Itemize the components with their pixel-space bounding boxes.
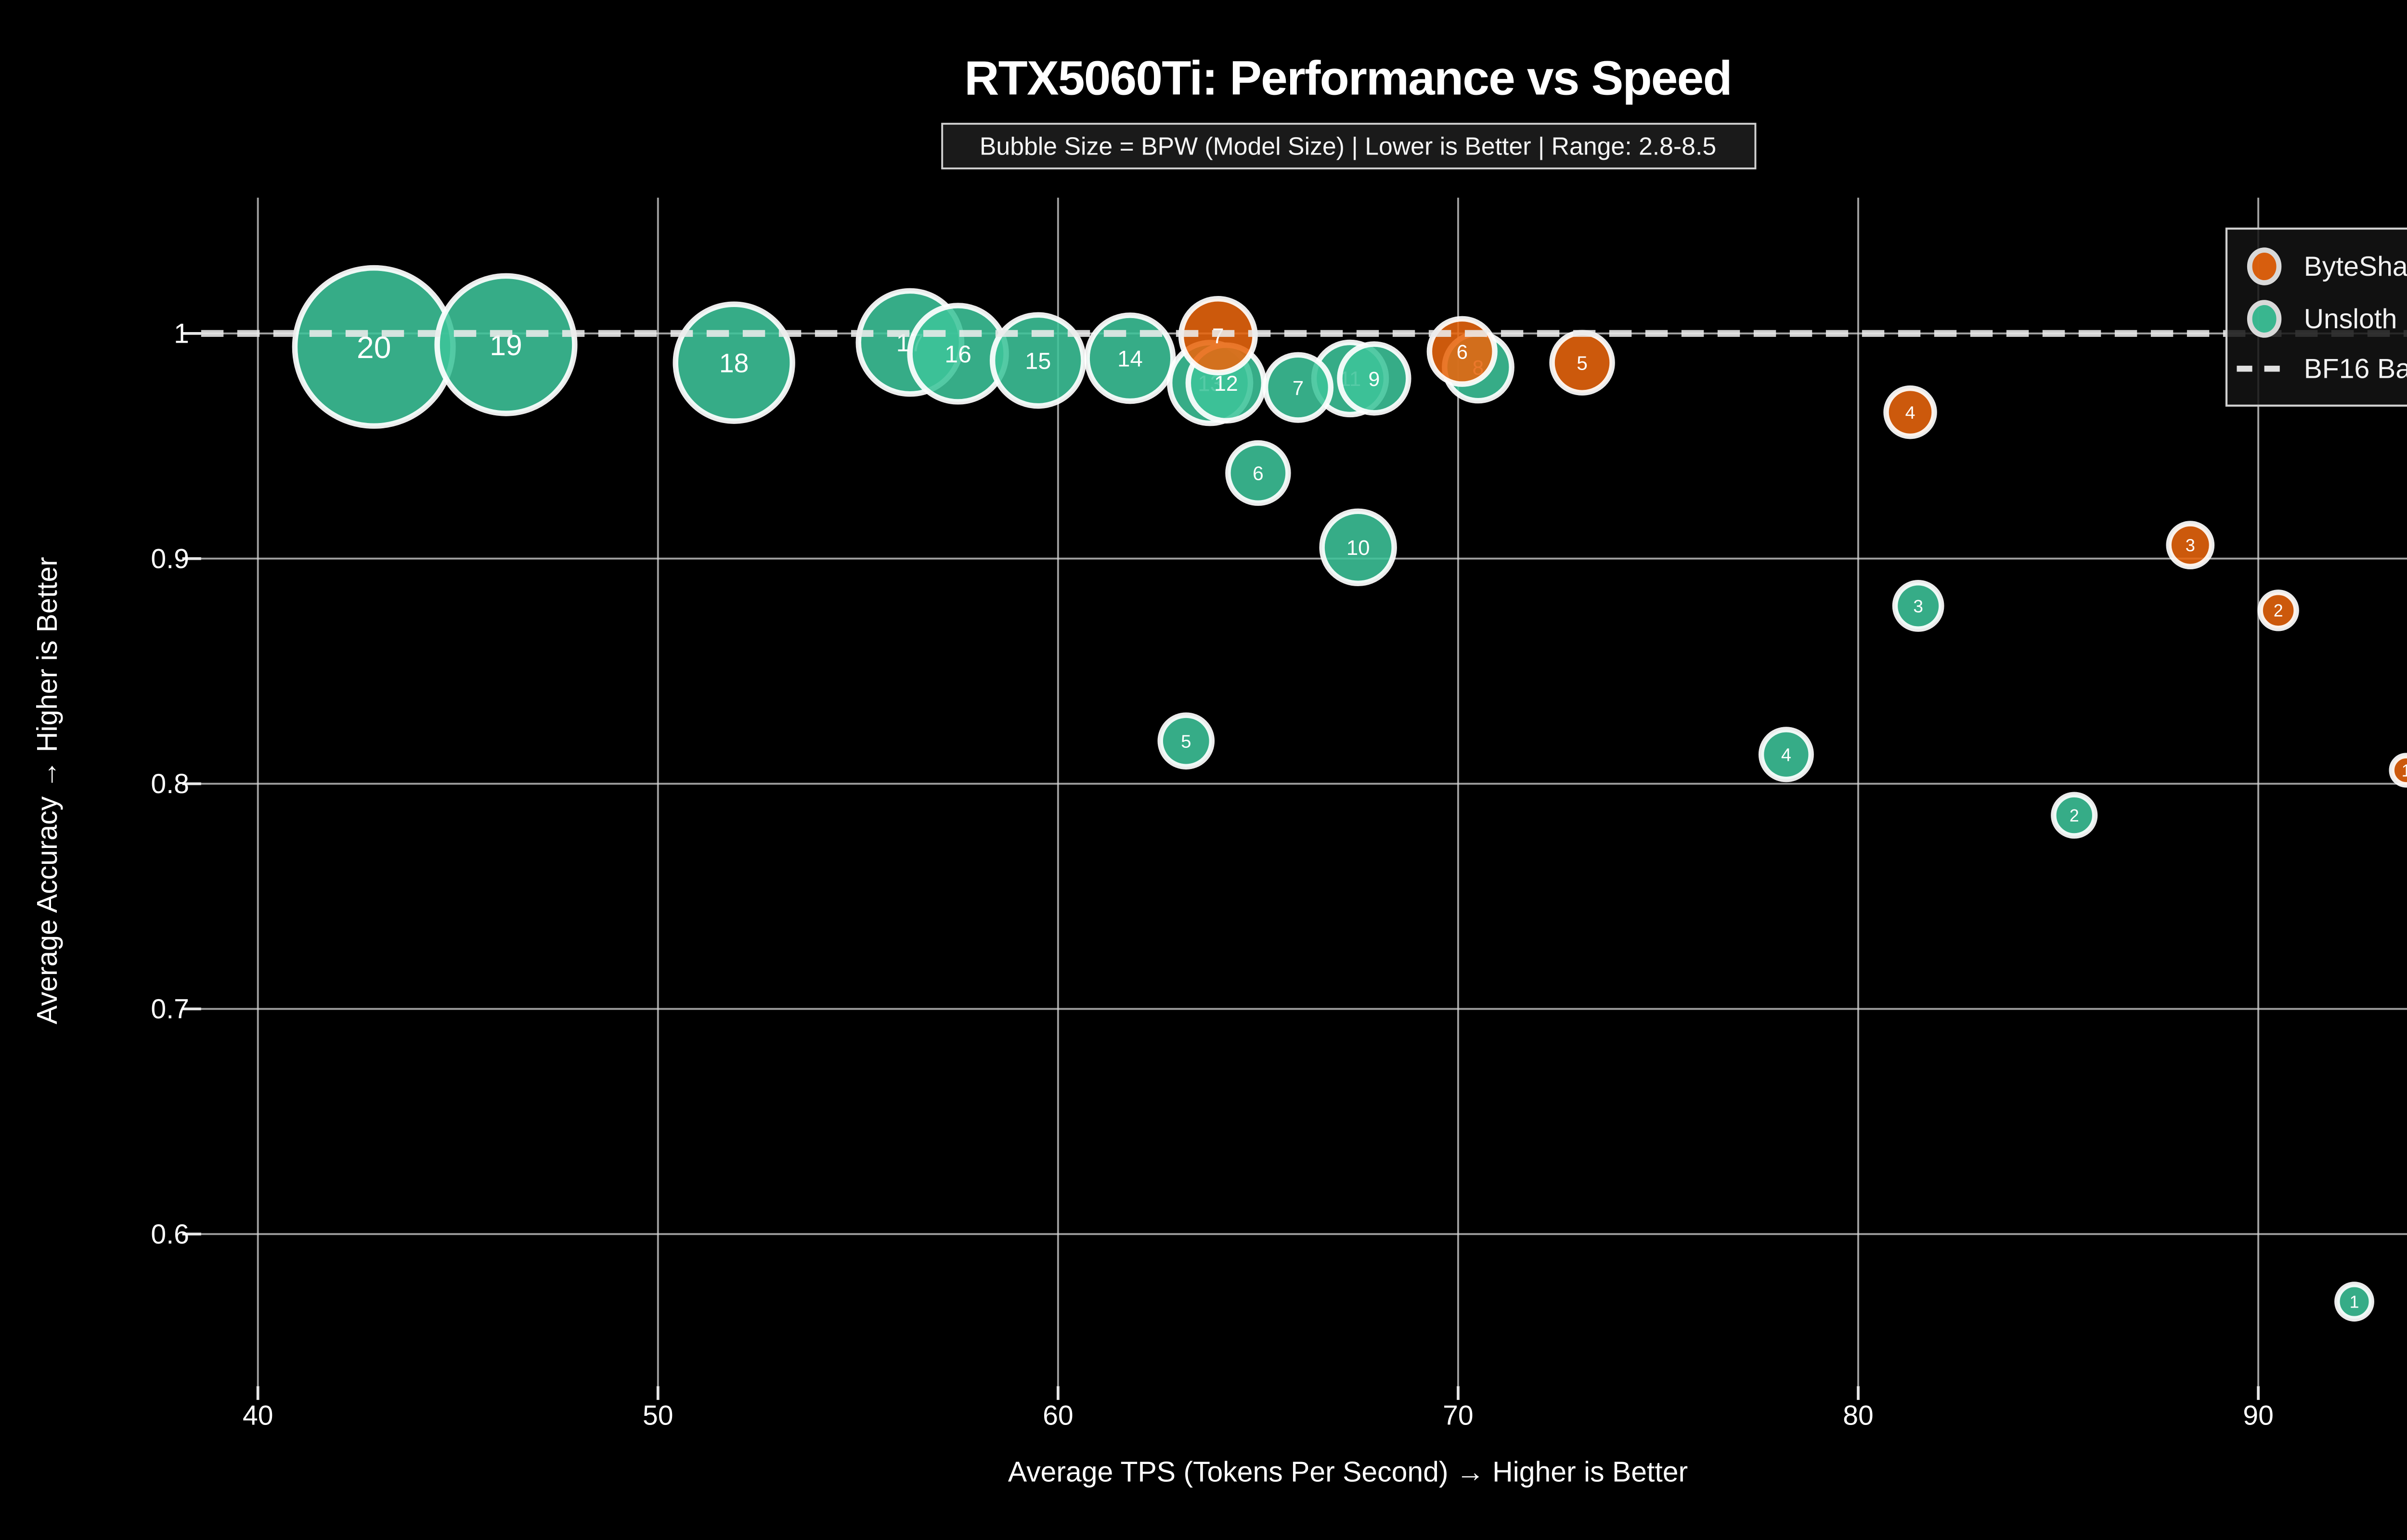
unsloth-marker-2[interactable] [2051,792,2098,839]
bubble-label-unsloth-2: 2 [2070,806,2079,825]
bubble-unsloth-15[interactable]: 15 [989,312,1087,409]
bubble-unsloth-7[interactable]: 7 [1262,352,1334,423]
byteshape-marker-4[interactable] [1883,385,1937,439]
bubble-byteshape-3[interactable]: 3 [2166,521,2215,570]
bubble-unsloth-10[interactable]: 10 [1319,508,1397,587]
x-tick-label-80: 80 [1843,1400,1874,1431]
bubble-unsloth-3[interactable]: 3 [1892,580,1944,632]
byteshape-marker-2[interactable] [2257,590,2299,631]
bubble-label-byteshape-5: 5 [1577,352,1588,374]
x-tick-label-90: 90 [2243,1400,2274,1431]
unsloth-marker-3[interactable] [1892,580,1944,632]
unsloth-marker-4[interactable] [1758,727,1814,783]
bubble-byteshape-1[interactable]: 1 [2389,753,2407,788]
subtitle-box: Bubble Size = BPW (Model Size) | Lower i… [941,123,1757,169]
unsloth-marker-9[interactable] [1337,341,1411,416]
bubble-label-unsloth-7: 7 [1293,376,1304,399]
bubble-label-unsloth-10: 10 [1346,536,1370,560]
x-axis-title: Average TPS (Tokens Per Second) → Higher… [1008,1457,1688,1488]
bubble-label-unsloth-4: 4 [1781,745,1791,765]
x-tick-label-60: 60 [1043,1400,1074,1431]
bubble-label-unsloth-14: 14 [1117,346,1143,372]
byteshape-swatch-icon [2247,247,2282,285]
bubble-label-byteshape-1: 1 [2402,761,2407,780]
bubble-byteshape-4[interactable]: 4 [1883,385,1937,439]
unsloth-swatch-icon [2247,300,2282,338]
unsloth-marker-1[interactable] [2334,1282,2374,1322]
bubble-label-unsloth-15: 15 [1025,348,1051,374]
bubble-label-unsloth-18: 18 [719,348,749,378]
bubble-label-byteshape-2: 2 [2274,601,2283,620]
axis-ticks: 40 50 60 70 80 90 1 0.9 0.8 0.7 0.6 [151,319,2273,1431]
bubble-unsloth-18[interactable]: 18 [673,301,795,424]
bubble-unsloth-14[interactable]: 14 [1084,312,1176,404]
y-tick-label-0.7: 0.7 [151,994,189,1025]
bubble-unsloth-20[interactable]: 20 [292,265,456,429]
bubble-byteshape-5[interactable]: 5 [1549,330,1615,396]
unsloth-marker-5[interactable] [1157,712,1215,770]
bubble-label-unsloth-3: 3 [1913,596,1923,616]
y-axis-title: Average Accuracy → Higher is Better [32,557,63,1024]
x-tick-label-50: 50 [643,1400,673,1431]
chart-subtitle: Bubble Size = BPW (Model Size) | Lower i… [980,132,1716,160]
legend-item-byteshape[interactable]: ByteShape [2247,247,2407,285]
bubble-label-byteshape-4: 4 [1905,402,1915,423]
bubbles-layer: 20191817161514131211109876543217654321 [292,265,2407,1322]
legend-label-bf16-baseline: BF16 Baseline [2304,354,2407,385]
bubble-unsloth-19[interactable]: 19 [434,273,578,416]
byteshape-marker-3[interactable] [2166,521,2215,570]
legend-item-unsloth[interactable]: Unsloth [2247,300,2397,338]
bubble-label-unsloth-1: 1 [2350,1293,2359,1312]
y-tick-label-1: 1 [174,319,189,349]
series-unsloth: 2019181716151413121110987654321 [292,265,2374,1322]
unsloth-marker-15[interactable] [989,312,1087,409]
unsloth-marker-10[interactable] [1319,508,1397,587]
legend-label-unsloth: Unsloth [2304,304,2397,334]
bubble-label-unsloth-6: 6 [1253,462,1264,485]
byteshape-marker-1[interactable] [2389,753,2407,788]
y-tick-label-0.8: 0.8 [151,769,189,799]
legend: ByteShape Unsloth BF16 Baseline [2225,227,2407,407]
x-tick-label-70: 70 [1443,1400,1474,1431]
bubble-unsloth-1[interactable]: 1 [2334,1282,2374,1322]
bubble-label-unsloth-12: 12 [1214,372,1238,396]
legend-label-byteshape: ByteShape [2304,251,2407,282]
bubble-unsloth-9[interactable]: 9 [1337,341,1411,416]
bubble-label-unsloth-9: 9 [1368,368,1380,391]
bubble-byteshape-2[interactable]: 2 [2257,590,2299,631]
bubble-unsloth-5[interactable]: 5 [1157,712,1215,770]
y-tick-label-0.6: 0.6 [151,1219,189,1250]
subtitle-border [941,123,1757,169]
unsloth-marker-7[interactable] [1262,352,1334,423]
series-byteshape: 7 6 5 4 3 2 1 [1178,296,2407,788]
x-tick-label-40: 40 [243,1400,273,1431]
legend-item-bf16-baseline[interactable]: BF16 Baseline [2237,354,2407,385]
bubble-unsloth-6[interactable]: 6 [1225,440,1291,506]
y-tick-label-0.9: 0.9 [151,543,189,574]
unsloth-marker-19[interactable] [434,273,578,416]
bubble-unsloth-4[interactable]: 4 [1758,727,1814,783]
bubble-label-unsloth-5: 5 [1181,732,1191,752]
chart-title: RTX5060Ti: Performance vs Speed [964,51,1732,105]
bubble-label-byteshape-6: 6 [1457,340,1468,363]
bubble-label-unsloth-16: 16 [945,341,971,368]
unsloth-marker-6[interactable] [1225,440,1291,506]
bubble-label-byteshape-3: 3 [2186,536,2195,555]
bubble-byteshape-6[interactable]: 6 [1426,316,1498,387]
bubble-unsloth-2[interactable]: 2 [2051,792,2098,839]
